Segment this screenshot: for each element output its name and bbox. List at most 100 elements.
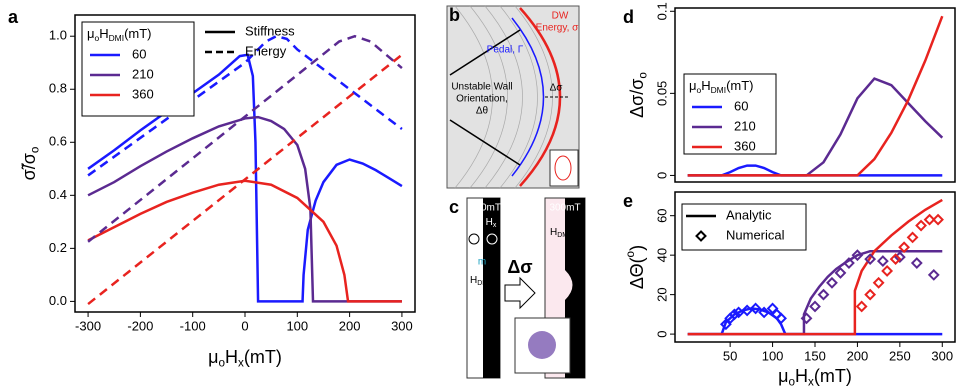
- label-part: H: [99, 26, 108, 41]
- label: HDMI: [470, 275, 490, 287]
- panel-c: c 0mT 300mT Hx m HDMI HDMI Δσ: [449, 197, 586, 379]
- legend-label: 60: [734, 98, 748, 113]
- label: DMI: [557, 232, 570, 239]
- label-part: x: [238, 356, 244, 369]
- line: [687, 198, 943, 336]
- marker: [855, 300, 868, 313]
- label: H: [550, 227, 557, 238]
- marker: [749, 302, 762, 315]
- y-tick-label: 0.8: [49, 81, 67, 96]
- label-part: o: [697, 85, 702, 95]
- inset: [549, 149, 579, 187]
- label-part: μ: [778, 366, 788, 386]
- legend-box: [81, 21, 195, 117]
- x-tick-label: 300: [391, 318, 413, 333]
- x-axis-label: μoHx(mT): [208, 347, 282, 370]
- legend-swatch: [695, 230, 707, 242]
- x-tick-label: 200: [847, 348, 869, 363]
- label: Orientation,: [456, 94, 508, 105]
- label-part: o: [624, 250, 637, 257]
- label-part: H: [795, 366, 808, 386]
- marker: [915, 219, 927, 232]
- x-tick-label: 100: [286, 318, 308, 333]
- label: Δθ: [476, 106, 489, 117]
- y-tick-label: 0: [654, 172, 669, 179]
- marker: [826, 276, 838, 289]
- label-part: o: [219, 356, 226, 369]
- y-tick-label: 0: [654, 330, 669, 337]
- cross-symbol: [486, 233, 498, 245]
- x-tick-label: 200: [339, 318, 361, 333]
- marker: [889, 253, 902, 266]
- energy-curve: [519, 7, 562, 187]
- label: x: [493, 222, 497, 229]
- legend-label: Stiffness: [245, 23, 295, 38]
- y-tick-label: 40: [654, 248, 669, 262]
- x-tick-label: -300: [75, 318, 101, 333]
- label: DW: [552, 11, 569, 22]
- arrows: [449, 29, 521, 166]
- label: Hx: [486, 217, 497, 229]
- label-part: (mT): [726, 78, 753, 93]
- x-tick-label: 0: [241, 318, 248, 333]
- marker: [864, 253, 877, 266]
- panel-b: b DW Energy, σ Pedal, Γ Unstable Wall Or…: [446, 5, 580, 189]
- label-part: o: [789, 375, 796, 387]
- plot-frame: [674, 7, 956, 183]
- y-tick-label: 0.0: [49, 293, 67, 308]
- label: 300mT: [549, 203, 580, 214]
- marker: [923, 213, 936, 226]
- label-part: σ̃/σ: [19, 153, 39, 180]
- label: Δσ: [507, 257, 532, 277]
- pedal-curve: [511, 17, 545, 177]
- x-axis-label: μoHx(mT): [778, 366, 852, 387]
- marker: [775, 312, 787, 325]
- label-part: x: [808, 375, 814, 387]
- label-part: ΔΘ(: [627, 257, 647, 289]
- legend-label: 60: [132, 46, 146, 61]
- label-part: o: [95, 33, 100, 43]
- marker: [758, 306, 771, 319]
- y-tick-label: 0.4: [49, 187, 67, 202]
- marker: [809, 300, 821, 313]
- label: Δσ: [550, 83, 564, 94]
- marker: [906, 231, 919, 244]
- y-tick-label: 60: [654, 208, 669, 222]
- label-part: H: [225, 347, 238, 367]
- legend-title: μoHDMI(mT): [689, 78, 754, 95]
- line: [87, 115, 402, 303]
- marker: [864, 288, 877, 301]
- label-part: Δσ/σ: [627, 79, 647, 118]
- label-part: (mT): [124, 26, 151, 41]
- label: DMI: [477, 280, 490, 287]
- x-tick-label: 250: [889, 348, 911, 363]
- marker: [800, 312, 813, 325]
- label: Unstable Wall: [451, 82, 512, 93]
- panel-letter: e: [623, 191, 633, 211]
- x-tick-label: 150: [804, 348, 826, 363]
- marker: [881, 265, 894, 277]
- label: 0mT: [481, 203, 501, 214]
- y-tick-label: 0.05: [654, 81, 669, 106]
- label-part: DMI: [711, 85, 726, 95]
- label: Pedal, Γ: [487, 45, 524, 56]
- marker: [876, 255, 889, 267]
- x-tick-label: 100: [762, 348, 784, 363]
- marker: [728, 308, 741, 321]
- label: HDMI: [550, 227, 570, 239]
- big-arrow: [504, 276, 536, 310]
- legend-label: Energy: [245, 43, 287, 58]
- label: Energy, σ: [536, 23, 579, 34]
- marker: [817, 288, 830, 301]
- legend-title: μoHDMI(mT): [87, 26, 152, 43]
- line: [87, 53, 403, 306]
- marker: [851, 249, 864, 262]
- line: [687, 164, 943, 177]
- legend-label: 210: [734, 118, 756, 133]
- legend-label: 360: [734, 138, 756, 153]
- line: [687, 77, 944, 177]
- line: [87, 179, 402, 303]
- marker: [843, 257, 855, 269]
- y-axis-label: σ̃/σo: [19, 146, 42, 180]
